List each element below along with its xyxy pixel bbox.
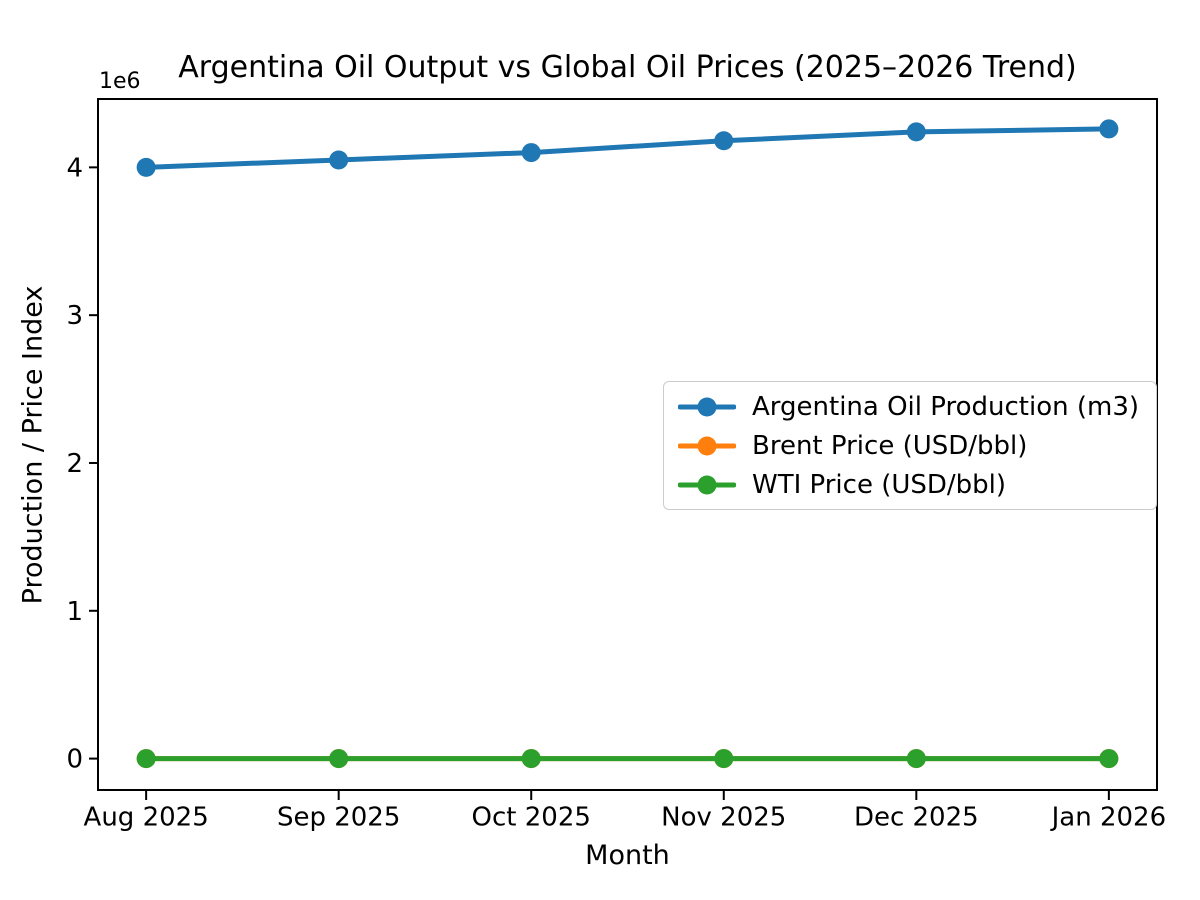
legend-label: WTI Price (USD/bbl) — [752, 469, 1007, 500]
legend-item-1: Brent Price (USD/bbl) — [678, 426, 1139, 465]
x-tick-label: Jan 2026 — [1050, 802, 1167, 832]
series-2-data-point — [136, 749, 156, 769]
legend-item-2: WTI Price (USD/bbl) — [678, 465, 1139, 504]
y-tick-label: 4 — [66, 153, 83, 183]
y-tick-label: 1 — [66, 597, 83, 627]
y-tick-label: 0 — [66, 745, 83, 775]
legend-line-marker-icon — [678, 436, 736, 455]
legend: Argentina Oil Production (m3) Brent Price… — [663, 381, 1158, 510]
x-tick-label: Nov 2025 — [661, 802, 786, 832]
y-axis-label: Production / Price Index — [17, 285, 49, 605]
y-axis-offset-label: 1e6 — [99, 69, 141, 94]
x-tick-label: Aug 2025 — [84, 802, 209, 832]
series-0-data-point — [714, 131, 734, 151]
legend-label: Brent Price (USD/bbl) — [752, 430, 1028, 461]
legend-line-marker-icon — [678, 475, 736, 494]
series-2-data-point — [714, 749, 734, 769]
y-tick-label: 2 — [66, 449, 83, 479]
series-2-data-point — [521, 749, 541, 769]
series-0-data-point — [1099, 119, 1119, 139]
series-0-data-point — [521, 143, 541, 163]
chart-title: Argentina Oil Output vs Global Oil Price… — [178, 50, 1077, 85]
y-tick-label: 3 — [66, 301, 83, 331]
legend-item-0: Argentina Oil Production (m3) — [678, 387, 1139, 426]
series-0-data-point — [136, 157, 156, 177]
series-0-data-point — [906, 122, 926, 142]
legend-line-marker-icon — [678, 397, 736, 416]
x-tick-label: Oct 2025 — [472, 802, 591, 832]
series-2-data-point — [329, 749, 349, 769]
series-0-data-point — [329, 150, 349, 170]
series-2-data-point — [906, 749, 926, 769]
x-tick-label: Dec 2025 — [854, 802, 979, 832]
series-2-data-point — [1099, 749, 1119, 769]
x-tick-label: Sep 2025 — [277, 802, 400, 832]
legend-label: Argentina Oil Production (m3) — [752, 391, 1140, 422]
series-line-0 — [143, 126, 1112, 170]
x-axis-label: Month — [585, 840, 670, 871]
